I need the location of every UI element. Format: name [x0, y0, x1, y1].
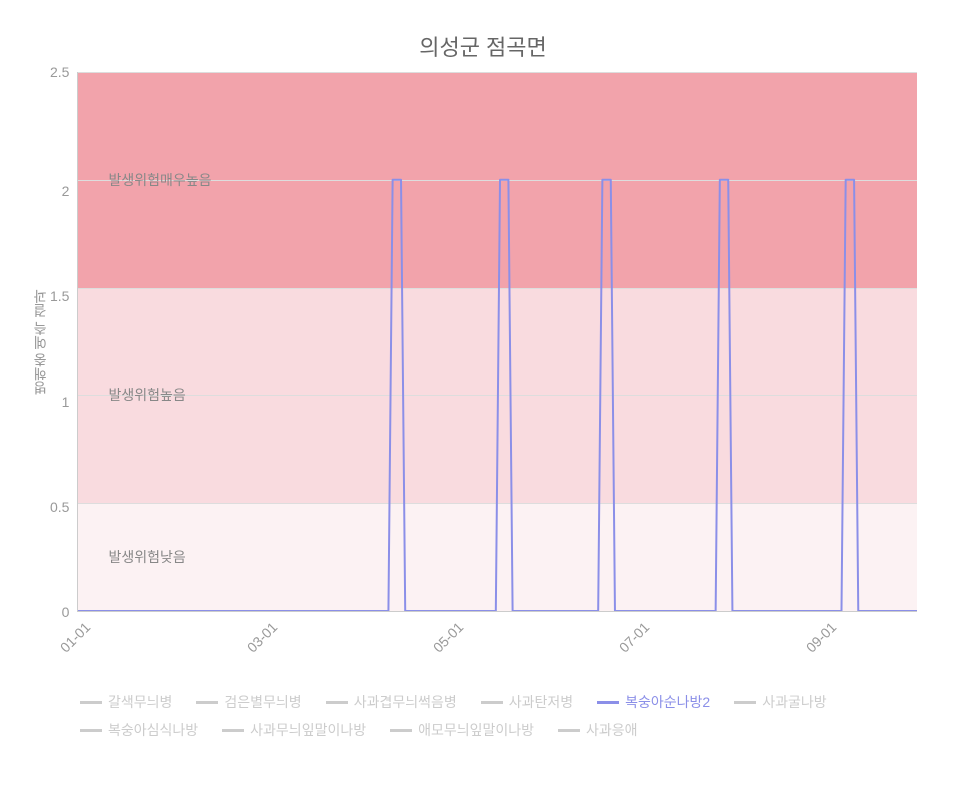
- legend-swatch: [80, 729, 102, 732]
- legend-label: 검은별무늬병: [224, 692, 301, 712]
- legend-item[interactable]: 사과응애: [558, 720, 638, 740]
- legend-swatch: [481, 701, 503, 704]
- legend-label: 사과응애: [586, 720, 638, 740]
- x-tick: 07-01: [616, 619, 653, 656]
- y-tick: 2.5: [50, 65, 69, 79]
- series-line: [78, 72, 917, 611]
- legend-label: 사과무늬잎말이나방: [250, 720, 366, 740]
- x-tick: 05-01: [430, 619, 467, 656]
- legend-item[interactable]: 복숭아순나방2: [597, 692, 710, 712]
- y-tick: 2: [50, 184, 69, 198]
- legend-label: 복숭아순나방2: [625, 692, 710, 712]
- y-tick: 0: [50, 605, 69, 619]
- x-tick: 03-01: [244, 619, 281, 656]
- legend-item[interactable]: 검은별무늬병: [196, 692, 301, 712]
- legend-swatch: [597, 701, 619, 704]
- legend-item[interactable]: 사과탄저병: [481, 692, 573, 712]
- legend-swatch: [196, 701, 218, 704]
- legend: 갈색무늬병 검은별무늬병 사과겹무늬썩음병 사과탄저병 복숭아순나방2 사과굴나방복숭아심…: [80, 692, 946, 740]
- legend-swatch: [80, 701, 102, 704]
- x-axis: 01-0103-0105-0107-0109-01: [78, 611, 917, 671]
- legend-swatch: [734, 701, 756, 704]
- y-tick: 0.5: [50, 500, 69, 514]
- chart-container: 의성군 점곡면 병해충 예측 결과 2.521.510.50 01-0103-0…: [0, 0, 966, 805]
- legend-label: 사과탄저병: [509, 692, 573, 712]
- legend-swatch: [558, 729, 580, 732]
- legend-swatch: [390, 729, 412, 732]
- y-axis: 2.521.510.50: [50, 72, 77, 612]
- plot-area: 01-0103-0105-0107-0109-01 발생위험낮음발생위험높음발생…: [77, 72, 917, 612]
- legend-item[interactable]: 복숭아심식나방: [80, 720, 198, 740]
- legend-label: 복숭아심식나방: [108, 720, 198, 740]
- legend-item[interactable]: 사과굴나방: [734, 692, 826, 712]
- legend-label: 애모무늬잎말이나방: [418, 720, 534, 740]
- legend-swatch: [222, 729, 244, 732]
- y-tick: 1.5: [50, 289, 69, 303]
- legend-swatch: [326, 701, 348, 704]
- legend-item[interactable]: 사과무늬잎말이나방: [222, 720, 366, 740]
- plot-wrapper: 병해충 예측 결과 2.521.510.50 01-0103-0105-0107…: [20, 72, 946, 612]
- y-axis-label: 병해충 예측 결과: [20, 72, 50, 612]
- x-tick: 01-01: [57, 619, 94, 656]
- legend-item[interactable]: 갈색무늬병: [80, 692, 172, 712]
- y-tick: 1: [50, 395, 69, 409]
- legend-label: 갈색무늬병: [108, 692, 172, 712]
- legend-label: 사과겹무늬썩음병: [354, 692, 457, 712]
- legend-item[interactable]: 사과겹무늬썩음병: [326, 692, 457, 712]
- x-tick: 09-01: [802, 619, 839, 656]
- legend-label: 사과굴나방: [762, 692, 826, 712]
- chart-title: 의성군 점곡면: [20, 30, 946, 62]
- legend-item[interactable]: 애모무늬잎말이나방: [390, 720, 534, 740]
